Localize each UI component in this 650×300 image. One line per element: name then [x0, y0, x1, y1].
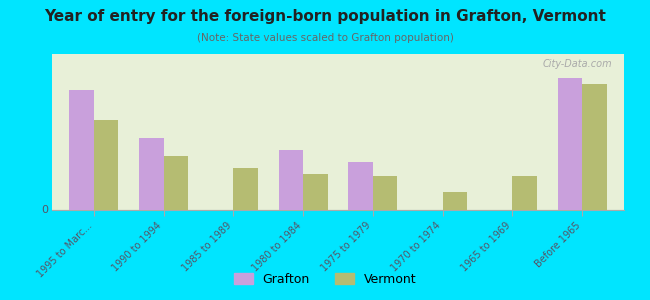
Bar: [164, 156, 188, 210]
Bar: [443, 192, 467, 210]
Text: Year of entry for the foreign-born population in Grafton, Vermont: Year of entry for the foreign-born popul…: [44, 9, 606, 24]
Bar: [279, 150, 303, 210]
Text: (Note: State values scaled to Grafton population): (Note: State values scaled to Grafton po…: [196, 33, 454, 43]
Bar: [70, 90, 94, 210]
Text: 0: 0: [42, 205, 49, 215]
Bar: [558, 78, 582, 210]
Bar: [94, 120, 118, 210]
Legend: Grafton, Vermont: Grafton, Vermont: [229, 268, 421, 291]
Bar: [512, 176, 537, 210]
Text: City-Data.com: City-Data.com: [543, 59, 612, 69]
Bar: [139, 138, 164, 210]
Bar: [233, 168, 258, 210]
Bar: [373, 176, 397, 210]
Bar: [348, 162, 373, 210]
Bar: [303, 174, 328, 210]
Bar: [582, 84, 606, 210]
